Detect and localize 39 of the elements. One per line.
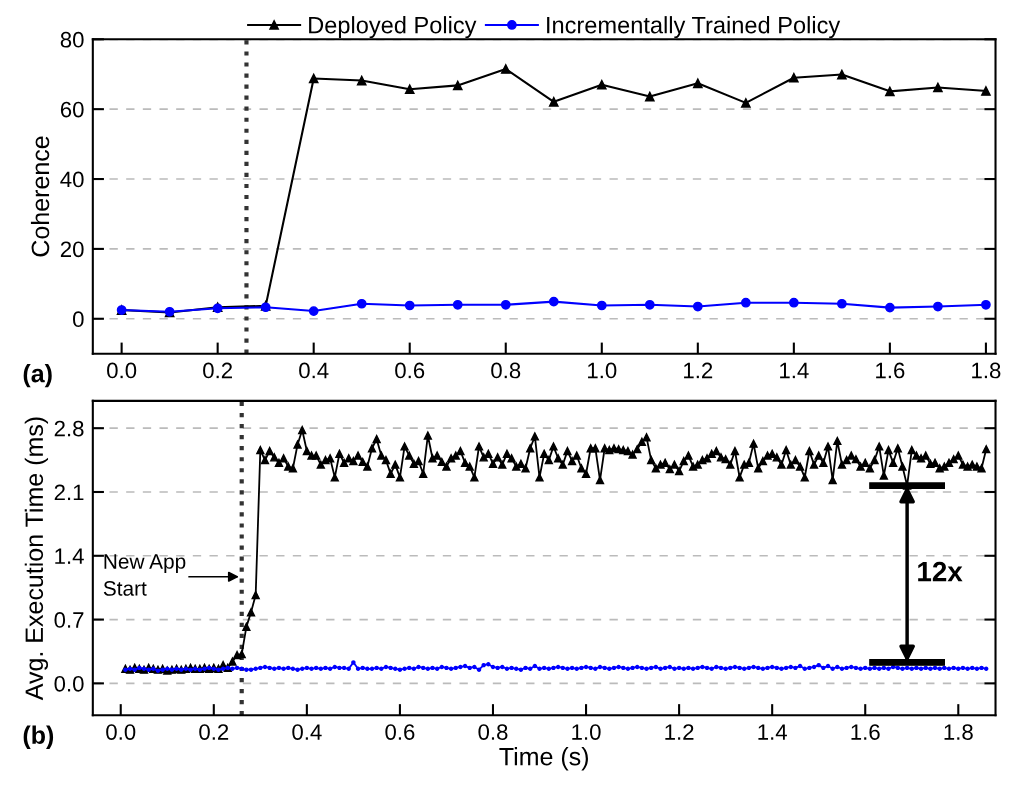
y-tick-label: 60 — [60, 101, 84, 118]
x-tick-label: 0.8 — [478, 724, 508, 740]
x-tick-label: 0.4 — [299, 362, 329, 379]
y-tick-label: 2.1 — [54, 484, 84, 501]
x-tick-label: 0.0 — [106, 724, 136, 740]
x-tick-label: 1.4 — [780, 362, 809, 379]
y-tick-label: 0.7 — [54, 612, 84, 628]
legend-label: Incrementally Trained Policy — [547, 16, 841, 39]
y-tick-label: 1.4 — [55, 548, 84, 564]
y-axis-title: Avg. Execution Time (ms) — [24, 417, 49, 701]
y-axis-title: Coherence — [30, 136, 50, 257]
x-tick-label: 0.8 — [491, 362, 521, 379]
x-tick-label: 0.4 — [292, 724, 322, 740]
annotation: New App Start — [103, 554, 186, 596]
y-tick-label: 40 — [60, 171, 84, 188]
annotation: 12x — [918, 561, 963, 582]
y-tick-label: 2.8 — [54, 420, 84, 437]
x-tick-label: 0.2 — [199, 724, 229, 740]
x-axis-title: Time (s) — [499, 747, 588, 771]
y-tick-label: 80 — [60, 31, 84, 48]
text: (a) — [23, 364, 52, 388]
text: (b) — [23, 725, 54, 749]
legend-label: Deployed Policy — [309, 16, 477, 39]
x-tick-label: 1.8 — [944, 724, 973, 740]
x-tick-label: 0.6 — [385, 724, 415, 740]
x-tick-label: 1.2 — [684, 362, 713, 379]
y-tick-label: 0 — [73, 311, 84, 328]
y-tick-label: 20 — [60, 241, 84, 258]
x-tick-label: 1.0 — [572, 724, 601, 740]
x-tick-label: 1.6 — [851, 724, 880, 740]
x-tick-label: 1.8 — [972, 362, 1001, 379]
x-tick-label: 1.2 — [665, 724, 694, 740]
x-tick-label: 0.2 — [203, 362, 232, 379]
y-tick-label: 0.0 — [54, 675, 84, 692]
x-tick-label: 0.6 — [395, 362, 425, 379]
x-tick-label: 1.6 — [876, 362, 905, 379]
x-tick-label: 0.0 — [107, 362, 137, 379]
x-tick-label: 1.0 — [588, 362, 617, 379]
x-tick-label: 1.4 — [758, 724, 787, 740]
